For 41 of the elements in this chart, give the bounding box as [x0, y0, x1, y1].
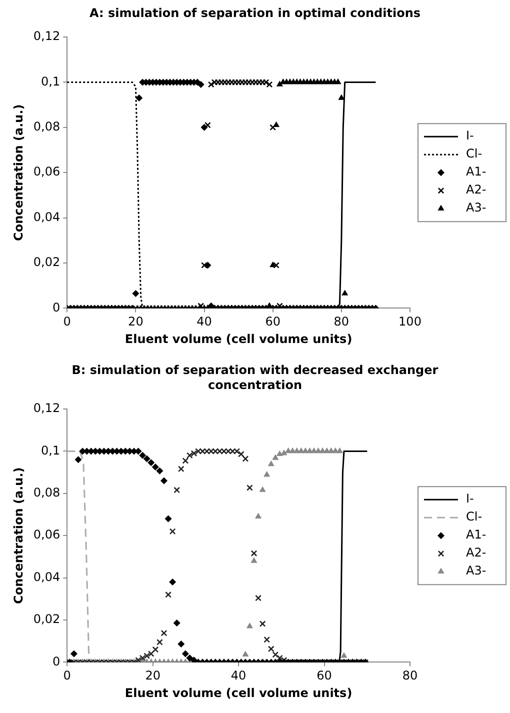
x-tick-label: 60 — [265, 314, 280, 329]
x-axis-title: Eluent volume (cell volume units) — [124, 332, 352, 346]
y-tick-label: 0,12 — [33, 401, 60, 416]
y-tick-label: 0,12 — [33, 29, 60, 44]
x-tick-label: 20 — [145, 668, 160, 683]
x-tick-label: 20 — [128, 314, 144, 329]
y-tick-label: 0,06 — [33, 528, 60, 542]
x-tick-label: 60 — [316, 668, 332, 683]
x-axis-title: Eluent volume (cell volume units) — [124, 686, 352, 700]
legend-label: Cl- — [466, 146, 482, 161]
chart-title: B: simulation of separation with decreased exchanger concentration — [70, 363, 440, 393]
y-tick-label: 0,06 — [33, 164, 60, 179]
y-tick-label: 0,02 — [33, 612, 60, 626]
y-tick-label: 0,02 — [33, 255, 60, 270]
legend-label: A3- — [466, 564, 486, 578]
legend-label: I- — [466, 128, 474, 143]
x-tick-label: 80 — [402, 668, 418, 683]
y-tick-label: 0,1 — [41, 74, 60, 88]
legend-label: Cl- — [466, 510, 482, 524]
y-tick-label: 0,08 — [33, 486, 60, 500]
y-tick-label: 0,08 — [33, 120, 60, 134]
legend-label: I- — [466, 492, 474, 506]
y-tick-label: 0,04 — [33, 210, 60, 224]
y-tick-label: 0 — [52, 654, 60, 668]
legend-label: A2- — [466, 182, 486, 197]
y-axis-title: Concentration (a.u.) — [11, 104, 26, 241]
y-tick-label: 0,04 — [33, 570, 60, 584]
legend-label: A1- — [466, 528, 486, 542]
x-tick-label: 80 — [334, 314, 350, 329]
x-tick-label: 0 — [63, 668, 71, 683]
y-axis-title: Concentration (a.u.) — [11, 467, 26, 604]
x-tick-label: 0 — [63, 314, 71, 329]
y-tick-label: 0,1 — [41, 443, 60, 458]
x-tick-label: 100 — [398, 314, 422, 329]
legend-label: A3- — [466, 200, 486, 215]
chart-title: A: simulation of separation in optimal conditions — [88, 6, 422, 21]
legend-label: A1- — [466, 164, 486, 179]
x-tick-label: 40 — [230, 668, 246, 683]
y-tick-label: 0 — [52, 300, 60, 314]
x-tick-label: 40 — [196, 314, 212, 329]
legend-label: A2- — [466, 546, 486, 560]
